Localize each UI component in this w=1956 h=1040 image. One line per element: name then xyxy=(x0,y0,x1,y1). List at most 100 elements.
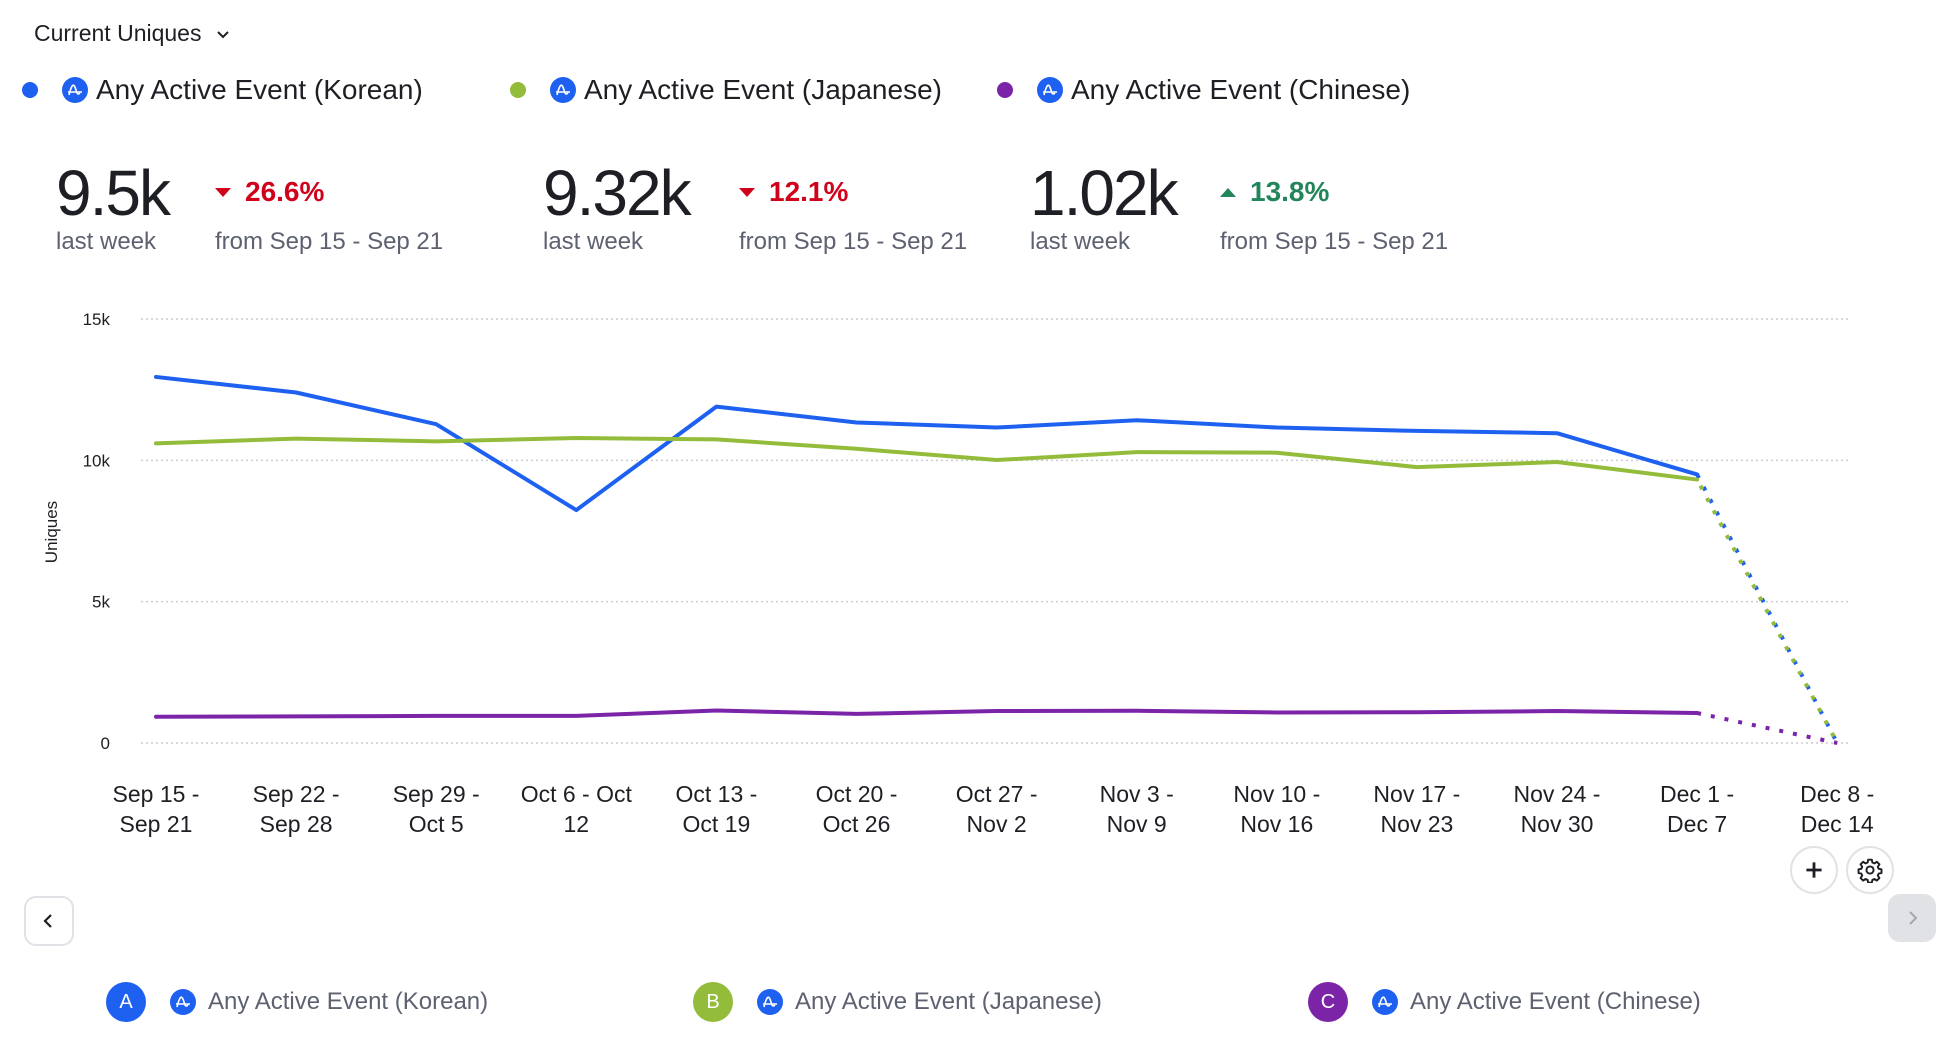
x-tick-label: Nov 17 - Nov 23 xyxy=(1373,781,1460,837)
data-point xyxy=(993,456,1001,464)
gridlines xyxy=(141,318,1850,744)
triangle-down-icon xyxy=(215,187,231,197)
x-tick-label-line: Nov 24 - xyxy=(1514,781,1601,807)
x-tick-label: Sep 29 - Oct 5 xyxy=(393,781,480,837)
data-point xyxy=(1273,424,1281,432)
data-point xyxy=(572,712,580,720)
data-point xyxy=(1273,449,1281,457)
x-tick-label-line: Sep 29 - xyxy=(393,781,480,807)
data-point xyxy=(152,373,160,381)
x-tick-label: Oct 13 - Oct 19 xyxy=(675,781,757,837)
series-line-1 xyxy=(154,374,1700,513)
kpi-delta-value: 12.1% xyxy=(769,176,849,207)
legend-label: Any Active Event (Chinese) xyxy=(1071,74,1411,105)
x-tick-label-line: Nov 16 xyxy=(1240,811,1313,837)
data-point xyxy=(432,437,440,445)
series-lines xyxy=(152,373,1839,745)
x-tick-label-line: Sep 28 xyxy=(260,811,333,837)
legend-item-chinese[interactable]: Any Active Event (Chinese) xyxy=(997,72,1410,108)
kpi-korean: 9.5k last week 26.6% from Sep 15 - Sep 2… xyxy=(56,158,536,258)
y-tick-label: 5k xyxy=(92,593,110,612)
y-axis-label: Uniques xyxy=(42,501,61,563)
series-line-3 xyxy=(154,708,1700,719)
chevron-down-icon xyxy=(217,30,230,38)
amplitude-event-icon xyxy=(62,77,88,103)
kpi-period: last week xyxy=(543,228,644,255)
x-tick-label-line: Oct 20 - xyxy=(816,781,898,807)
x-tick-label-line: Dec 8 - xyxy=(1800,781,1874,807)
x-tick-label-line: Nov 23 xyxy=(1380,811,1453,837)
segment-label: Any Active Event (Japanese) xyxy=(795,988,1102,1015)
y-tick-label: 10k xyxy=(83,451,111,470)
kpi-comparison: from Sep 15 - Sep 21 xyxy=(1220,228,1449,255)
data-point xyxy=(1553,458,1561,466)
legend-dot-icon xyxy=(997,82,1013,98)
data-point xyxy=(572,506,580,514)
x-tick-label: Oct 6 - Oct 12 xyxy=(521,781,633,837)
kpi-value: 1.02k xyxy=(1030,157,1179,229)
previous-button[interactable] xyxy=(24,896,74,946)
legend-dot-icon xyxy=(510,82,526,98)
data-point xyxy=(712,706,720,714)
x-tick-label-line: Oct 6 - Oct xyxy=(521,781,633,807)
x-tick-label-line: Oct 19 xyxy=(683,811,751,837)
amplitude-event-icon xyxy=(1037,77,1063,103)
x-tick-label: Dec 8 - Dec 14 xyxy=(1800,781,1874,837)
x-tick-label: Nov 24 - Nov 30 xyxy=(1514,781,1601,837)
series-projection-1 xyxy=(1695,473,1839,744)
line-chart[interactable]: 0 5k 10k 15k Uniques Sep 15 - Sep 21 Sep 22 -… xyxy=(0,280,1956,840)
data-point xyxy=(1553,707,1561,715)
data-point xyxy=(1413,708,1421,716)
chevron-right-icon xyxy=(1909,911,1918,925)
legend-label: Any Active Event (Japanese) xyxy=(584,74,942,105)
kpi-delta-value: 13.8% xyxy=(1250,176,1330,207)
data-point xyxy=(993,424,1001,432)
data-point xyxy=(152,713,160,721)
legend-dot-icon xyxy=(22,82,38,98)
next-button[interactable] xyxy=(1888,894,1936,942)
chart-settings-button[interactable] xyxy=(1846,846,1894,894)
x-tick-label-line: Oct 5 xyxy=(409,811,464,837)
amplitude-event-icon xyxy=(170,989,196,1015)
x-tick-label-line: Dec 7 xyxy=(1667,811,1727,837)
segment-label: Any Active Event (Korean) xyxy=(208,988,489,1015)
segment-badge: A xyxy=(106,982,146,1022)
add-button[interactable] xyxy=(1790,846,1838,894)
data-point xyxy=(572,434,580,442)
metric-dropdown[interactable]: Current Uniques xyxy=(34,20,231,47)
kpi-chinese: 1.02k last week 13.8% from Sep 15 - Sep … xyxy=(1030,158,1510,258)
data-point xyxy=(853,710,861,718)
data-point xyxy=(292,712,300,720)
kpi-period: last week xyxy=(56,228,157,255)
data-point xyxy=(993,707,1001,715)
kpi-comparison: from Sep 15 - Sep 21 xyxy=(739,228,968,255)
x-tick-label-line: Nov 9 xyxy=(1107,811,1167,837)
bottom-legend: A Any Active Event (Korean) B Any Active… xyxy=(0,980,1956,1024)
data-point xyxy=(1273,708,1281,716)
data-point xyxy=(1133,448,1141,456)
x-tick-label-line: Oct 26 xyxy=(823,811,891,837)
data-point xyxy=(1413,463,1421,471)
segment-item-b[interactable]: B Any Active Event (Japanese) xyxy=(693,980,1102,1024)
plus-icon xyxy=(1806,862,1822,878)
x-tick-label-line: Sep 22 - xyxy=(253,781,340,807)
x-tick-label-line: Nov 2 xyxy=(967,811,1027,837)
y-axis-ticks: 0 5k 10k 15k xyxy=(83,310,111,753)
segment-badge: C xyxy=(1308,982,1348,1022)
x-tick-label-line: Nov 17 - xyxy=(1373,781,1460,807)
kpi-value: 9.32k xyxy=(543,157,692,229)
kpi-comparison: from Sep 15 - Sep 21 xyxy=(215,228,444,255)
metric-dropdown-label: Current Uniques xyxy=(34,20,202,46)
legend-item-korean[interactable]: Any Active Event (Korean) xyxy=(22,72,423,108)
legend-item-japanese[interactable]: Any Active Event (Japanese) xyxy=(510,72,942,108)
legend-label: Any Active Event (Korean) xyxy=(96,74,423,105)
kpi-delta-value: 26.6% xyxy=(245,176,325,207)
x-tick-label-line: Nov 30 xyxy=(1521,811,1594,837)
x-tick-label-line: Oct 13 - xyxy=(675,781,757,807)
segment-item-c[interactable]: C Any Active Event (Chinese) xyxy=(1308,980,1701,1024)
x-tick-label: Dec 1 - Dec 7 xyxy=(1660,781,1734,837)
segment-item-a[interactable]: A Any Active Event (Korean) xyxy=(106,980,488,1024)
data-point xyxy=(1133,416,1141,424)
amplitude-event-icon xyxy=(1372,989,1398,1015)
x-tick-label: Sep 15 - Sep 21 xyxy=(113,781,200,837)
